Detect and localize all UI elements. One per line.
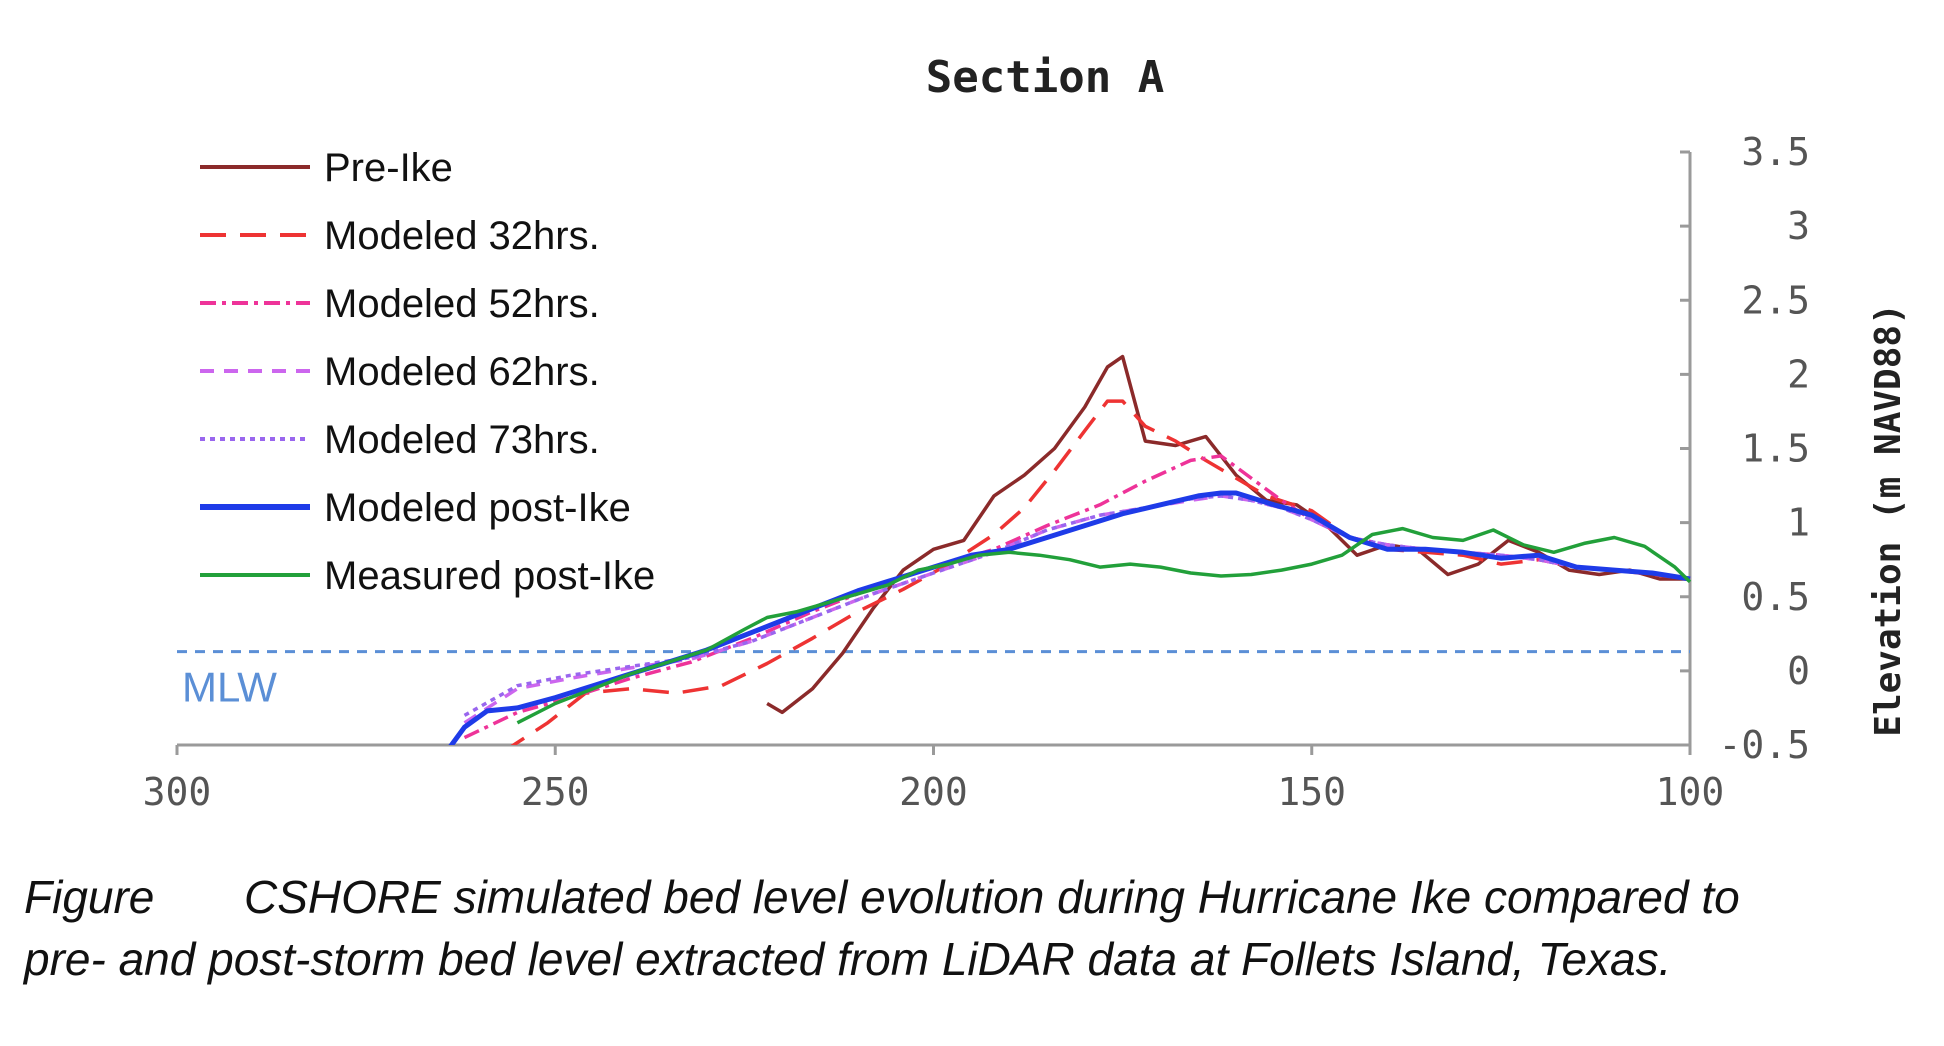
legend-label-modeled-62hrs: Modeled 62hrs.: [324, 350, 600, 394]
series-line-measured-post-ike: [516, 526, 1692, 725]
series-line-modeled-62hrs: [463, 494, 1691, 725]
series-layer: [448, 354, 1692, 745]
legend-label-modeled-52hrs: Modeled 52hrs.: [324, 282, 600, 326]
caption-line-1: CSHORE simulated bed level evolution dur…: [244, 871, 1740, 923]
legend-label-modeled-post-ike: Modeled post-Ike: [324, 486, 631, 530]
y-tick-label: -0.5: [1718, 723, 1810, 767]
legend-label-measured-post-ike: Measured post-Ike: [324, 554, 655, 598]
series-line-modeled-32hrs: [510, 399, 1691, 745]
legend-label-modeled-73hrs: Modeled 73hrs.: [324, 418, 600, 462]
caption-line-2: pre- and post-storm bed level extracted …: [24, 933, 1672, 985]
legend-label-modeled-32hrs: Modeled 32hrs.: [324, 214, 600, 258]
series-line-pre-ike: [766, 354, 1690, 715]
legend: Pre-Ike Modeled 32hrs. Modeled 52hrs. Model…: [200, 146, 655, 598]
legend-label-pre-ike: Pre-Ike: [324, 146, 453, 190]
series-line-modeled-post-ike: [448, 490, 1691, 745]
x-tick-label: 250: [521, 770, 590, 814]
x-tick-label: 200: [899, 770, 968, 814]
y-tick-label: 1: [1787, 501, 1810, 545]
x-tick-label: 150: [1277, 770, 1346, 814]
figure-label: Figure: [24, 871, 155, 923]
mlw-label: MLW: [182, 664, 277, 711]
y-axis-label: Elevation (m NAVD88): [1868, 303, 1909, 736]
y-tick-label: 0.5: [1741, 575, 1810, 619]
y-tick-label: 3: [1787, 204, 1810, 248]
y-tick-label: 1.5: [1741, 427, 1810, 471]
figure-caption: Figure CSHORE simulated bed level evoluti…: [24, 866, 1924, 990]
y-tick-label: 3.5: [1741, 130, 1810, 174]
x-tick-label: 100: [1656, 770, 1725, 814]
x-axis-ticks: 300 250 200 150 100: [143, 745, 1725, 814]
y-tick-label: 0: [1787, 649, 1810, 693]
y-tick-label: 2: [1787, 352, 1810, 396]
y-axis-ticks: -0.5 0 0.5 1 1.5 2 2.5 3 3.5: [1680, 130, 1810, 767]
chart: Section A 300 250 200 150 100 -0.5 0 0.5 1 1.5 2 2…: [143, 52, 1909, 814]
y-tick-label: 2.5: [1741, 278, 1810, 322]
chart-title: Section A: [926, 52, 1164, 103]
x-tick-label: 300: [143, 770, 212, 814]
